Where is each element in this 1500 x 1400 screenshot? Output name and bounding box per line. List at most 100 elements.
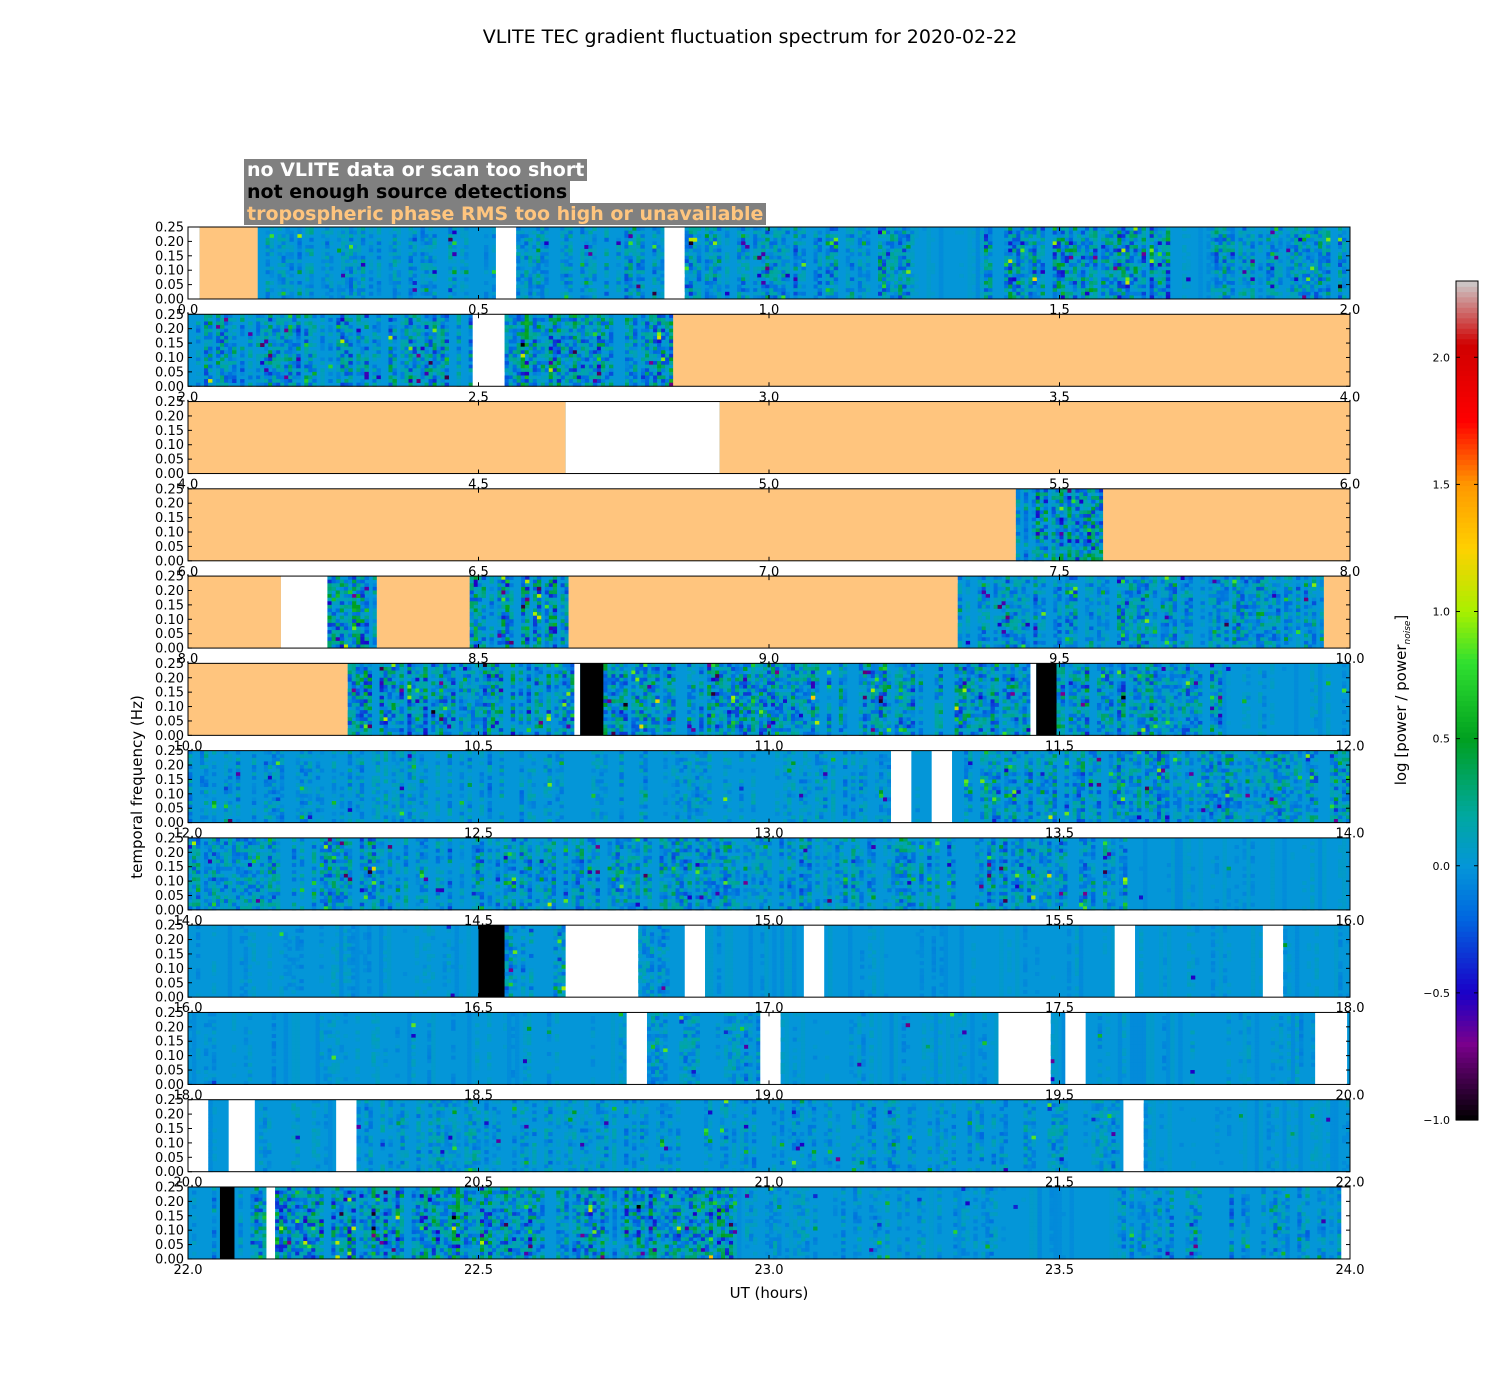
spectrum-cell bbox=[564, 249, 568, 253]
spectrum-cell bbox=[393, 259, 397, 263]
spectrum-cell bbox=[345, 227, 349, 231]
spectrum-cell bbox=[777, 259, 781, 263]
spectrum-cell bbox=[289, 274, 293, 278]
spectrum-cell bbox=[393, 227, 397, 231]
spectrum-cell bbox=[640, 227, 644, 231]
spectrum-cell bbox=[624, 285, 628, 289]
spectrum-cell bbox=[278, 252, 282, 256]
spectrum-cell bbox=[705, 267, 709, 271]
spectrum-cell bbox=[448, 256, 452, 260]
spectrum-cell bbox=[421, 252, 425, 256]
spectrum-cell bbox=[286, 281, 290, 285]
spectrum-cell bbox=[421, 256, 425, 260]
spectrum-cell bbox=[345, 274, 349, 278]
spectrum-cell bbox=[793, 231, 797, 235]
spectrum-cell bbox=[697, 245, 701, 249]
spectrum-cell bbox=[544, 270, 548, 274]
spectrum-cell bbox=[773, 245, 777, 249]
spectrum-cell bbox=[753, 267, 757, 271]
spectrum-cell bbox=[737, 231, 741, 235]
spectrum-cell bbox=[588, 288, 592, 292]
spectrum-cell bbox=[409, 285, 413, 289]
spectrum-cell bbox=[532, 267, 536, 271]
spectrum-cell bbox=[536, 285, 540, 289]
spectrum-cell bbox=[309, 231, 313, 235]
spectrum-cell bbox=[737, 285, 741, 289]
spectrum-cell bbox=[709, 270, 713, 274]
spectrum-cell bbox=[592, 245, 596, 249]
spectrum-cell bbox=[604, 292, 608, 296]
spectrum-cell bbox=[424, 245, 428, 249]
spectrum-cell bbox=[460, 249, 464, 253]
spectrum-cell bbox=[448, 249, 452, 253]
spectrum-cell bbox=[297, 267, 301, 271]
spectrum-cell bbox=[564, 259, 568, 263]
spectrum-cell bbox=[424, 263, 428, 267]
spectrum-cell bbox=[568, 288, 572, 292]
spectrum-cell bbox=[413, 281, 417, 285]
spectrum-cell bbox=[640, 234, 644, 238]
spectrum-cell bbox=[765, 256, 769, 260]
spectrum-cell bbox=[297, 241, 301, 245]
spectrum-cell bbox=[536, 263, 540, 267]
spectrum-cell bbox=[584, 263, 588, 267]
spectrum-cell bbox=[353, 245, 357, 249]
spectrum-cell bbox=[761, 274, 765, 278]
spectrum-cell bbox=[757, 234, 761, 238]
spectrum-cell bbox=[516, 292, 520, 296]
spectrum-cell bbox=[761, 238, 765, 242]
spectrum-cell bbox=[689, 245, 693, 249]
spectrum-cell bbox=[660, 259, 664, 263]
spectrum-cell bbox=[636, 267, 640, 271]
spectrum-cell bbox=[270, 270, 274, 274]
spectrum-cell bbox=[769, 274, 773, 278]
spectrum-cell bbox=[428, 274, 432, 278]
spectrum-cell bbox=[536, 249, 540, 253]
spectrum-cell bbox=[452, 292, 456, 296]
spectrum-cell bbox=[564, 281, 568, 285]
spectrum-cell bbox=[624, 288, 628, 292]
spectrum-cell bbox=[321, 267, 325, 271]
spectrum-cell bbox=[713, 234, 717, 238]
spectrum-cell bbox=[460, 267, 464, 271]
spectrum-cell bbox=[289, 259, 293, 263]
spectrum-cell bbox=[588, 234, 592, 238]
spectrum-cell bbox=[757, 288, 761, 292]
spectrum-cell bbox=[270, 241, 274, 245]
spectrum-cell bbox=[377, 238, 381, 242]
spectrum-cell bbox=[520, 292, 524, 296]
spectrum-cell bbox=[709, 245, 713, 249]
spectrum-cell bbox=[713, 270, 717, 274]
spectrum-cell bbox=[432, 270, 436, 274]
spectrum-cell bbox=[773, 267, 777, 271]
spectrum-cell bbox=[345, 267, 349, 271]
spectrum-cell bbox=[286, 256, 290, 260]
spectrum-cell bbox=[785, 292, 789, 296]
spectrum-cell bbox=[448, 241, 452, 245]
spectrum-cell bbox=[781, 288, 785, 292]
spectrum-cell bbox=[393, 252, 397, 256]
spectrum-cell bbox=[660, 292, 664, 296]
spectrum-cell bbox=[745, 288, 749, 292]
spectrum-cell bbox=[377, 274, 381, 278]
spectrum-cell bbox=[773, 277, 777, 281]
spectrum-cell bbox=[413, 241, 417, 245]
spectrum-cell bbox=[532, 274, 536, 278]
spectrum-cell bbox=[636, 277, 640, 281]
spectrum-cell bbox=[377, 241, 381, 245]
spectrum-cell bbox=[270, 238, 274, 242]
spectrum-cell bbox=[640, 252, 644, 256]
spectrum-cell bbox=[516, 234, 520, 238]
spectrum-cell bbox=[560, 281, 564, 285]
spectrum-cell bbox=[632, 281, 636, 285]
spectrum-cell bbox=[409, 256, 413, 260]
spectrum-cell bbox=[624, 241, 628, 245]
spectrum-cell bbox=[357, 249, 361, 253]
spectrum-cell bbox=[717, 267, 721, 271]
spectrum-cell bbox=[341, 263, 345, 267]
spectrum-cell bbox=[397, 277, 401, 281]
spectrum-cell bbox=[305, 263, 309, 267]
spectrum-cell bbox=[757, 256, 761, 260]
spectrum-cell bbox=[660, 277, 664, 281]
spectrum-cell bbox=[737, 234, 741, 238]
